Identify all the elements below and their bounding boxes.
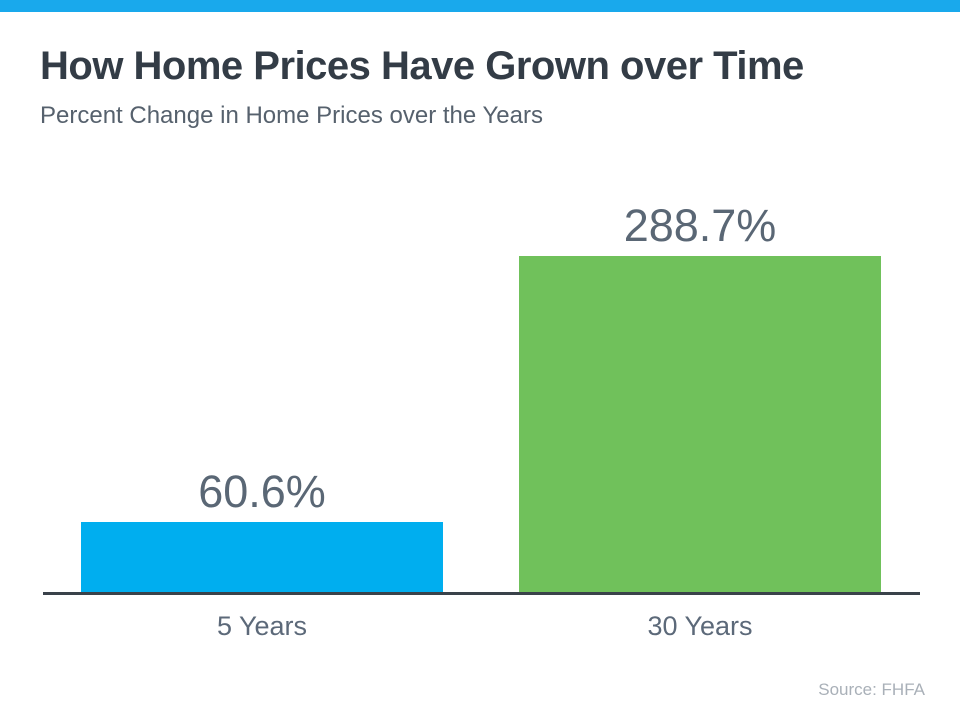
bar-30-years [519, 256, 881, 593]
bar-value-label-30-years: 288.7% [623, 200, 777, 251]
x-axis-line [43, 592, 920, 595]
top-accent-strip [0, 0, 960, 12]
x-axis-tick-label-30-years: 30 Years [647, 611, 753, 641]
bar-value-label-5-years: 60.6% [198, 466, 326, 517]
page-title: How Home Prices Have Grown over Time [40, 44, 804, 88]
bar-group-30-years: 288.7% [519, 150, 881, 593]
bar-group-5-years: 60.6% [81, 150, 443, 593]
page-subtitle: Percent Change in Home Prices over the Y… [40, 102, 543, 129]
x-axis-tick-label-5-years: 5 Years [216, 611, 308, 641]
bar-5-years [81, 522, 443, 593]
source-note: Source: FHFA [818, 680, 925, 699]
